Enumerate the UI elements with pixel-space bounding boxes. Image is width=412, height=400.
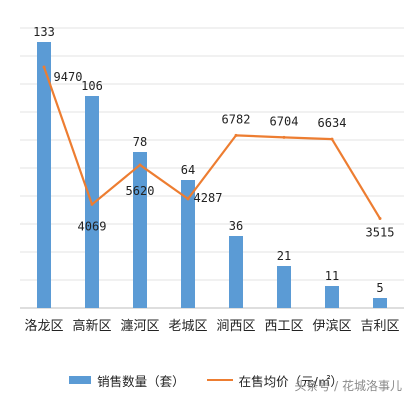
legend-item-line: 在售均价（元/㎡） xyxy=(206,371,343,390)
category-label: 涧西区 xyxy=(216,319,255,334)
line-point xyxy=(330,137,334,141)
bar-value-label: 64 xyxy=(181,163,195,177)
chart-area: 133 106 78 64 36 21 11 5 9470 4069 5620 4287 6782 670… xyxy=(20,25,404,334)
category-label: 瀍河区 xyxy=(120,318,159,334)
bar-value-label: 5 xyxy=(376,281,383,295)
line-value-label: 6704 xyxy=(270,114,299,128)
category-label: 西工区 xyxy=(264,319,303,334)
category-label: 洛龙区 xyxy=(24,319,63,334)
bar-value-label: 21 xyxy=(277,249,291,263)
data-labels: 133 106 78 64 36 21 11 5 9470 4069 5620 4287 6782 670… xyxy=(33,25,394,295)
category-axis: 洛龙区 高新区 瀍河区 老城区 涧西区 西工区 伊滨区 吉利区 xyxy=(24,318,399,334)
line-point xyxy=(378,217,382,221)
line-point xyxy=(234,133,238,137)
bar xyxy=(37,42,51,308)
legend-swatch-line xyxy=(206,379,233,381)
bar-value-label: 106 xyxy=(81,79,103,93)
line-value-label: 5620 xyxy=(126,184,155,198)
line-value-label: 6782 xyxy=(222,112,251,126)
bar xyxy=(133,152,147,308)
line-value-label: 4069 xyxy=(78,219,107,233)
category-label: 伊滨区 xyxy=(312,318,351,334)
line-point xyxy=(186,197,190,201)
bar xyxy=(229,236,243,308)
category-label: 老城区 xyxy=(168,319,207,334)
bar xyxy=(277,266,291,308)
line-point xyxy=(138,163,142,167)
category-label: 吉利区 xyxy=(360,319,399,334)
line-point xyxy=(90,202,94,206)
line-value-label: 3515 xyxy=(366,226,395,240)
line-series xyxy=(42,65,382,221)
legend-swatch-bar xyxy=(69,376,92,384)
category-label: 高新区 xyxy=(72,318,111,334)
line-point xyxy=(282,135,286,139)
legend-label-line: 在售均价（元/㎡） xyxy=(238,373,343,389)
bar-value-label: 36 xyxy=(229,219,243,233)
bar xyxy=(325,286,339,308)
legend-item-bar: 销售数量（套） xyxy=(69,371,185,390)
legend-label-bar: 销售数量（套） xyxy=(97,373,185,389)
bar-value-label: 11 xyxy=(325,269,339,283)
line-point xyxy=(42,65,46,69)
bar xyxy=(373,298,387,308)
line-value-label: 9470 xyxy=(54,70,83,84)
bar xyxy=(181,180,195,308)
watermark: 头条号 / 花城洛事儿 xyxy=(294,379,402,393)
series-line xyxy=(42,66,381,220)
bar-value-label: 133 xyxy=(33,25,55,39)
line-value-label: 4287 xyxy=(194,191,223,205)
bar-value-label: 78 xyxy=(133,135,147,149)
legend: 销售数量（套） 在售均价（元/㎡） xyxy=(0,368,412,392)
line-value-label: 6634 xyxy=(318,116,347,130)
